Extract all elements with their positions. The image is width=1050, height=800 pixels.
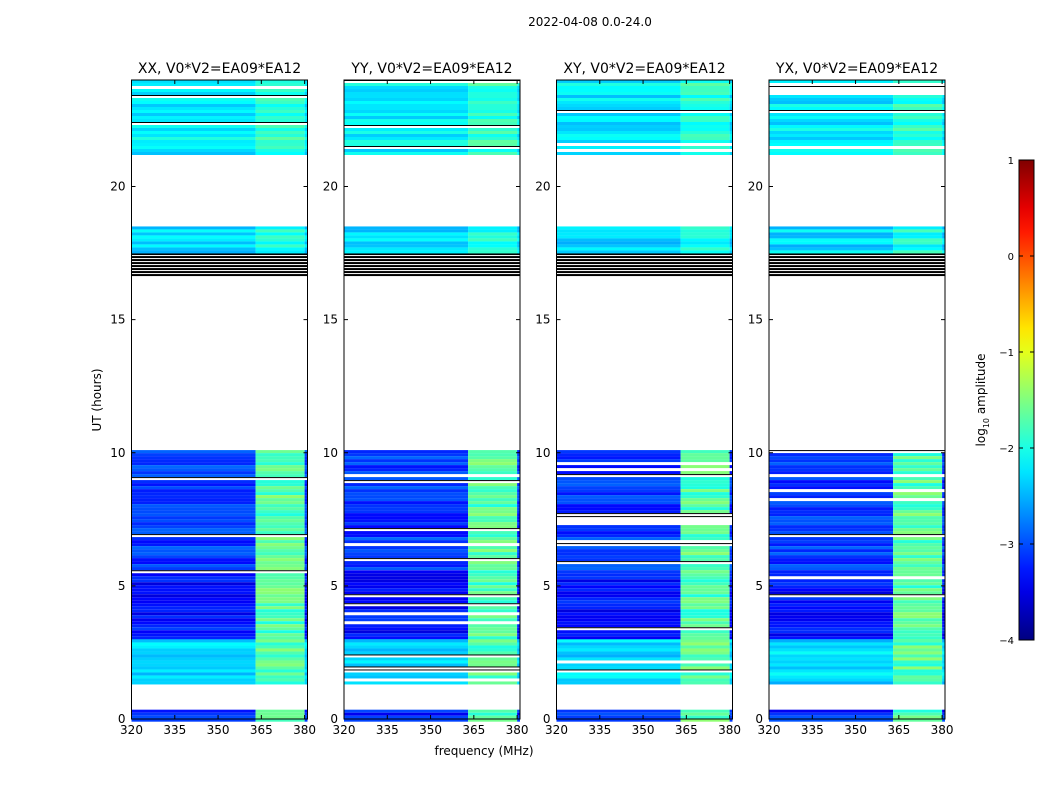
panel-yx: YX, V0*V2=EA09*EA12 320 335 350 365 380 0 5 10 15…	[748, 61, 954, 737]
colorbar: log10 amplitude 10−1−2−3−4	[974, 156, 1035, 647]
panel-frame	[343, 79, 521, 720]
ut-block	[556, 709, 733, 722]
y-tick-label: 0	[118, 712, 126, 726]
x-tick-label: 320	[758, 723, 781, 737]
x-tick-label: 380	[506, 723, 529, 737]
x-tick-label: 380	[293, 723, 316, 737]
y-tick-label: 15	[323, 313, 338, 327]
x-tick-label: 335	[588, 723, 611, 737]
ut-block	[769, 253, 945, 277]
panel-xy: XY, V0*V2=EA09*EA12 320 335 350 365 380 0 5 10 15…	[535, 61, 741, 737]
ut-block	[556, 567, 733, 640]
x-tick-label: 350	[419, 723, 442, 737]
colorbar-tick-label: −1	[999, 348, 1014, 359]
x-tick-label: 380	[931, 723, 954, 737]
x-tick-label: 380	[718, 723, 741, 737]
x-tick-label: 365	[675, 723, 698, 737]
ut-block	[344, 253, 520, 277]
y-tick-label: 0	[330, 712, 338, 726]
panel-title: XY, V0*V2=EA09*EA12	[563, 61, 725, 77]
x-tick-label: 320	[120, 723, 143, 737]
panel-title: YX, V0*V2=EA09*EA12	[775, 61, 938, 77]
ut-block	[344, 450, 520, 571]
ut-block	[769, 709, 945, 722]
colorbar-label-base: log	[974, 428, 988, 446]
y-tick-label: 5	[755, 579, 763, 593]
y-tick-label: 20	[323, 180, 338, 194]
x-tick-label: 365	[887, 723, 910, 737]
panel-yy: YY, V0*V2=EA09*EA12 320 335 350 365 380 0 5 10 15…	[323, 61, 529, 737]
ut-block	[769, 80, 945, 155]
colorbar-gradient	[1018, 159, 1035, 641]
y-tick-label: 10	[323, 446, 338, 460]
panel-title: XX, V0*V2=EA09*EA12	[138, 61, 301, 77]
x-tick-label: 335	[163, 723, 186, 737]
y-tick-label: 20	[110, 180, 125, 194]
colorbar-tick-label: −3	[999, 540, 1014, 551]
x-tick-label: 320	[545, 723, 568, 737]
x-tick-label: 335	[801, 723, 824, 737]
ut-block	[131, 450, 308, 571]
y-tick-label: 10	[110, 446, 125, 460]
y-tick-label: 0	[755, 712, 763, 726]
x-tick-label: 350	[632, 723, 655, 737]
ut-block	[769, 226, 945, 254]
colorbar-tick-label: −4	[999, 636, 1014, 647]
x-tick-label: 350	[844, 723, 867, 737]
ut-block	[556, 636, 733, 685]
colorbar-label: log10 amplitude	[974, 354, 991, 447]
y-tick-label: 5	[118, 579, 126, 593]
colorbar-label-rest: amplitude	[974, 354, 988, 418]
panel-frame	[768, 79, 946, 720]
x-tick-label: 350	[207, 723, 230, 737]
x-tick-label: 365	[250, 723, 273, 737]
x-axis-label: frequency (MHz)	[434, 744, 533, 758]
x-tick-label: 365	[462, 723, 485, 737]
ut-block	[556, 226, 733, 254]
panel-title: YY, V0*V2=EA09*EA12	[350, 61, 512, 77]
y-tick-label: 10	[535, 446, 550, 460]
y-tick-label: 0	[543, 712, 551, 726]
ut-block	[131, 567, 308, 640]
ut-block	[344, 636, 520, 685]
ut-block	[131, 636, 308, 685]
ut-block	[769, 450, 945, 571]
y-tick-label: 20	[535, 180, 550, 194]
ut-block	[131, 253, 308, 277]
x-tick-label: 320	[333, 723, 356, 737]
panels-group: XX, V0*V2=EA09*EA12 320 335 350 365 380 0 5 10 15…	[110, 61, 953, 737]
ut-block	[344, 709, 520, 722]
y-axis-label: UT (hours)	[90, 368, 104, 431]
colorbar-tick-label: −2	[999, 444, 1014, 455]
panel-xx: XX, V0*V2=EA09*EA12 320 335 350 365 380 0 5 10 15…	[110, 61, 316, 737]
y-tick-label: 15	[748, 313, 763, 327]
ut-block	[344, 570, 520, 640]
y-tick-label: 20	[748, 180, 763, 194]
panel-frame	[131, 79, 308, 720]
ut-block	[769, 567, 945, 640]
ut-block	[344, 80, 520, 155]
ut-block	[556, 253, 733, 277]
y-tick-label: 10	[748, 446, 763, 460]
ut-block	[131, 80, 308, 155]
colorbar-tick-label: 0	[1008, 252, 1014, 263]
y-tick-label: 5	[543, 579, 551, 593]
ut-block	[344, 226, 520, 254]
colorbar-label-sub: 10	[982, 418, 991, 428]
panel-frame	[556, 79, 733, 720]
ut-block	[556, 450, 733, 571]
ut-block	[131, 226, 308, 254]
ut-block	[131, 709, 308, 722]
ut-block	[556, 80, 733, 155]
y-tick-label: 15	[110, 313, 125, 327]
y-tick-label: 15	[535, 313, 550, 327]
suptitle: 2022-04-08 0.0-24.0	[528, 15, 652, 29]
y-tick-label: 5	[330, 579, 338, 593]
ut-block	[769, 636, 945, 685]
x-tick-label: 335	[376, 723, 399, 737]
colorbar-tick-label: 1	[1008, 156, 1014, 167]
